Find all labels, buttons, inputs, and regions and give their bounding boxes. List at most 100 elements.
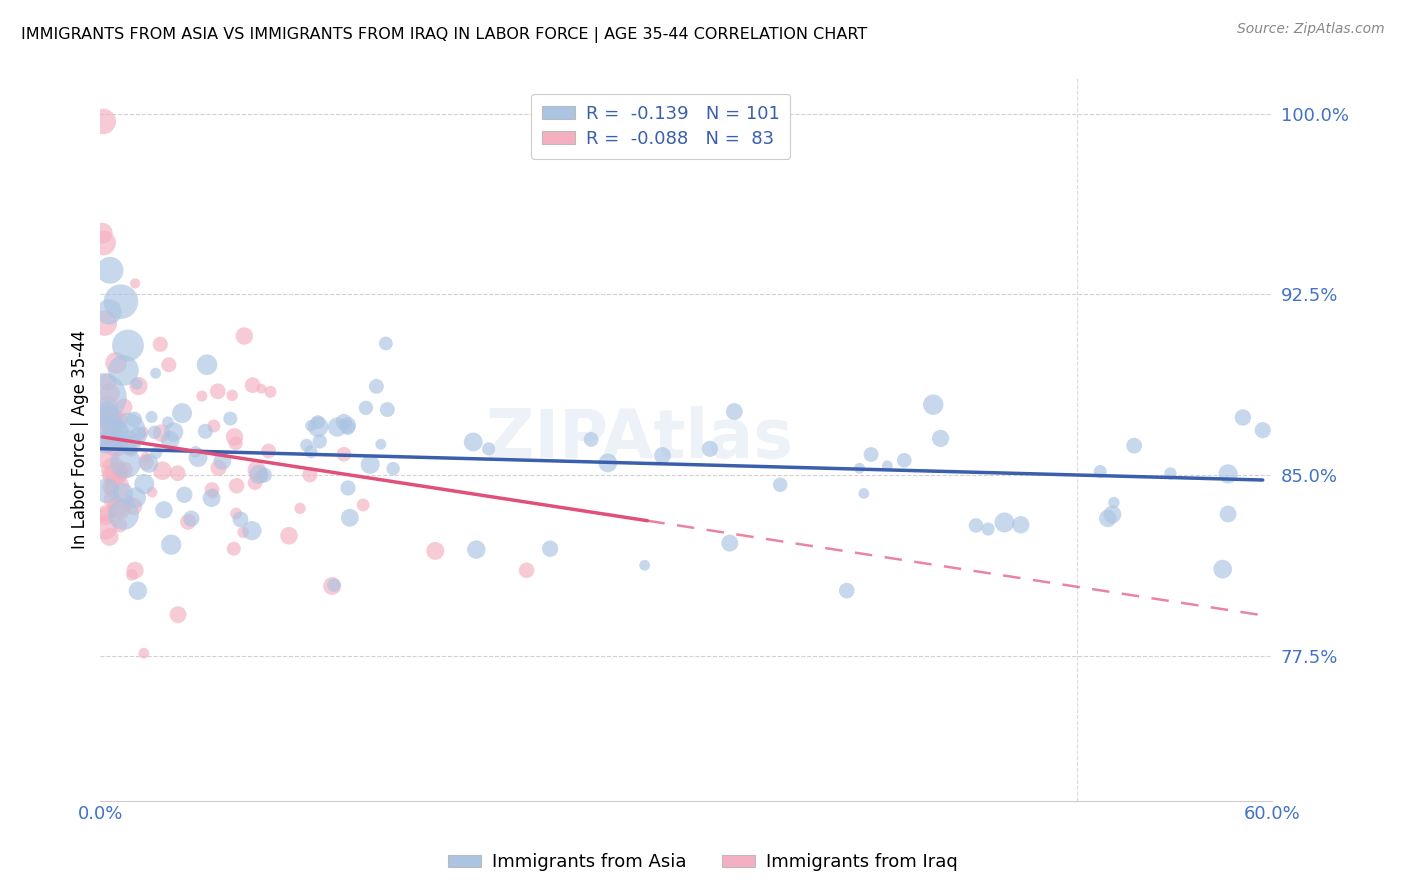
Point <box>94 435 117 450</box>
Point <box>153 503 176 517</box>
Point <box>98 425 121 440</box>
Point <box>382 461 405 475</box>
Point <box>243 475 266 490</box>
Point <box>143 425 166 440</box>
Point <box>114 456 136 470</box>
Point <box>699 442 721 456</box>
Point <box>100 427 122 442</box>
Point <box>478 442 501 456</box>
Point <box>120 443 142 458</box>
Point <box>122 412 145 426</box>
Point <box>104 424 127 438</box>
Point <box>96 400 118 414</box>
Point <box>115 433 138 447</box>
Point <box>96 410 118 425</box>
Point <box>278 529 301 543</box>
Point <box>124 277 146 291</box>
Point <box>125 491 148 505</box>
Point <box>425 544 447 558</box>
Point <box>180 511 202 525</box>
Point <box>91 390 114 404</box>
Point <box>96 449 118 463</box>
Point <box>596 456 619 470</box>
Point <box>240 524 263 538</box>
Point <box>579 433 602 447</box>
Point <box>91 226 114 240</box>
Point <box>184 444 207 458</box>
Point <box>633 558 655 573</box>
Point <box>97 410 120 425</box>
Point <box>98 414 121 428</box>
Point <box>307 415 329 429</box>
Point <box>152 464 174 478</box>
Point <box>150 426 173 441</box>
Point <box>1216 467 1239 481</box>
Point <box>194 424 217 438</box>
Point <box>93 316 115 330</box>
Point <box>336 420 359 434</box>
Point <box>125 376 148 391</box>
Point <box>94 509 117 524</box>
Point <box>538 541 561 556</box>
Point <box>112 363 135 377</box>
Point <box>202 419 225 434</box>
Point <box>229 512 252 526</box>
Point <box>101 492 124 507</box>
Point <box>108 501 131 516</box>
Point <box>1212 562 1234 576</box>
Point <box>370 437 392 451</box>
Point <box>117 338 139 352</box>
Point <box>323 578 346 592</box>
Legend: Immigrants from Asia, Immigrants from Iraq: Immigrants from Asia, Immigrants from Ir… <box>441 847 965 879</box>
Point <box>308 434 330 449</box>
Point <box>173 488 195 502</box>
Point <box>354 401 377 415</box>
Point <box>200 491 222 505</box>
Point <box>876 458 898 473</box>
Point <box>1216 507 1239 521</box>
Point <box>138 457 160 471</box>
Point <box>374 336 396 351</box>
Point <box>118 435 141 450</box>
Point <box>1101 508 1123 522</box>
Point <box>101 436 124 450</box>
Point <box>233 329 256 343</box>
Point <box>141 409 163 424</box>
Point <box>195 358 218 372</box>
Point <box>295 438 318 452</box>
Legend: R =  -0.139   N = 101, R =  -0.088   N =  83: R = -0.139 N = 101, R = -0.088 N = 83 <box>531 94 790 159</box>
Y-axis label: In Labor Force | Age 35-44: In Labor Force | Age 35-44 <box>72 329 89 549</box>
Point <box>191 389 214 403</box>
Point <box>100 413 122 427</box>
Point <box>187 450 209 465</box>
Point <box>98 305 121 319</box>
Point <box>156 415 179 429</box>
Point <box>207 460 229 475</box>
Point <box>122 500 145 514</box>
Point <box>1159 467 1181 481</box>
Point <box>723 404 745 418</box>
Point <box>225 507 247 521</box>
Point <box>307 420 329 434</box>
Point <box>326 420 349 434</box>
Point <box>105 356 128 370</box>
Point <box>103 463 125 477</box>
Point <box>1097 511 1119 525</box>
Point <box>1102 495 1125 509</box>
Point <box>117 424 139 438</box>
Point <box>977 522 1000 536</box>
Point <box>718 536 741 550</box>
Point <box>860 448 883 462</box>
Point <box>112 508 135 522</box>
Point <box>96 375 118 389</box>
Point <box>108 518 131 533</box>
Point <box>111 486 134 500</box>
Point <box>149 337 172 351</box>
Point <box>1090 465 1112 479</box>
Point <box>145 366 167 380</box>
Point <box>352 498 374 512</box>
Point <box>366 379 388 393</box>
Point <box>221 388 243 402</box>
Point <box>177 515 200 529</box>
Point <box>333 415 356 429</box>
